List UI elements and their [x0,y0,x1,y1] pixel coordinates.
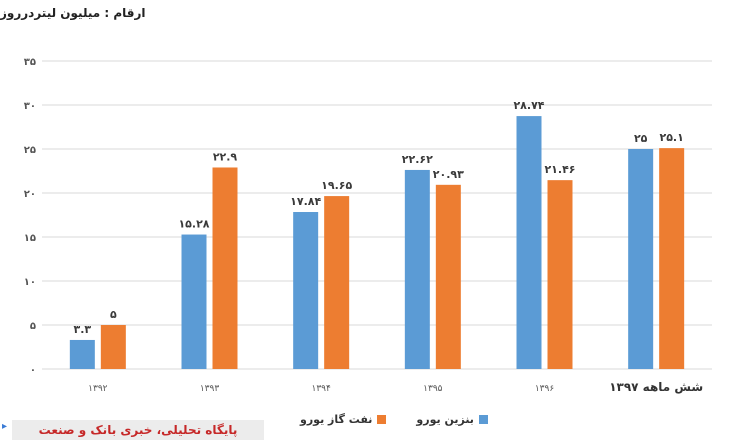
data-label: ۲۵.۱ [660,131,684,144]
bar-series-1 [628,149,654,369]
legend-item-series-2: نفت گاز یورو [300,413,387,426]
bar-series-2 [100,325,126,369]
data-label: ۱۹.۶۵ [321,179,352,192]
bar-series-1 [404,169,430,369]
legend-item-series-1: بنزین یورو [416,413,488,426]
data-label: ۱۵.۲۸ [178,218,209,231]
bar-series-1 [69,339,95,369]
data-label: ۲۰.۹۳ [433,168,464,181]
data-label: ۵ [110,308,117,321]
data-label: ۲۱.۴۶ [544,163,575,176]
source-caption: پایگاه تحلیلی، خبری بانک و صنعت [12,420,264,440]
unit-note: ارقام : میلیون لیتردرروز [0,6,146,20]
y-tick-label: ۱۵ [24,233,36,244]
y-tick-label: ۳۰ [24,101,36,112]
bar-series-2 [435,184,461,369]
y-tick-label: ۲۰ [24,189,36,200]
y-tick-label: ۰ [30,365,36,376]
data-label: ۳.۳ [74,323,92,336]
y-tick-label: ۲۵ [24,145,36,156]
bar-series-2 [547,180,573,369]
y-tick-label: ۵ [30,321,36,332]
x-tick-label: ۱۳۹۳ [200,384,220,394]
data-label: ۲۲.۶۲ [402,153,433,166]
bar-series-2 [212,167,238,369]
bar-series-2 [659,148,685,369]
legend-label-series-2: نفت گاز یورو [300,413,373,426]
bar-series-1 [293,212,319,369]
legend-swatch-series-2 [377,415,387,424]
x-tick-label: ۱۳۹۶ [535,384,555,394]
legend-swatch-series-1 [478,415,488,424]
bar-series-1 [516,116,542,369]
x-tick-label: ۱۳۹۵ [423,384,443,394]
data-label: ۲۲.۹ [213,150,238,163]
y-tick-label: ۳۵ [24,57,36,68]
data-label: ۱۷.۸۴ [290,195,321,208]
data-label: ۲۵ [634,132,648,145]
x-tick-label: ۱۳۹۲ [88,384,108,394]
bar-series-1 [181,234,207,369]
bar-series-2 [324,196,350,369]
legend: بنزین یورو نفت گاز یورو [300,413,488,426]
x-tick-label: شش ماهه ۱۳۹۷ [609,380,703,394]
data-label: ۲۸.۷۴ [513,99,544,112]
link-icon: ▸ [2,421,8,432]
x-tick-label: ۱۳۹۴ [311,384,331,394]
legend-label-series-1: بنزین یورو [416,413,474,426]
y-tick-label: ۱۰ [24,277,36,288]
